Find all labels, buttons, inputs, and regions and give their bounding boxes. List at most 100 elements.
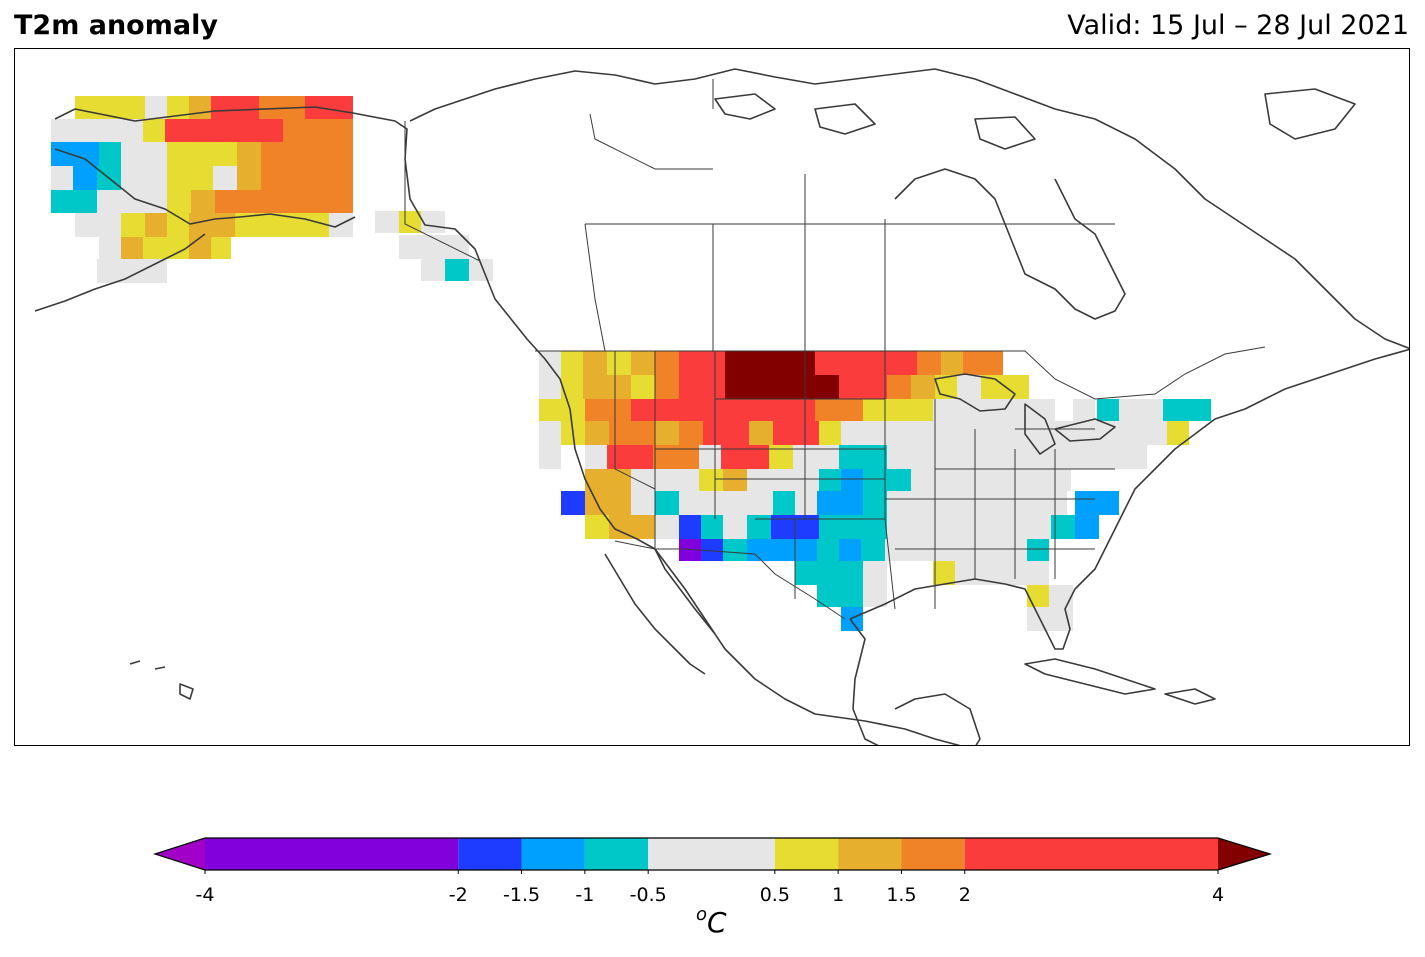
anomaly-cell [305, 96, 353, 119]
anomaly-cell [863, 585, 887, 607]
anomaly-cell [215, 190, 353, 213]
anomaly-cell [469, 259, 493, 281]
anomaly-cell [655, 421, 679, 445]
anomaly-cell [539, 375, 561, 399]
coastline-hudson-bay [894, 168, 1126, 320]
anomaly-cell [237, 166, 261, 190]
anomaly-cell [1073, 399, 1095, 421]
anomaly-cell [583, 375, 631, 399]
anomaly-cell [261, 166, 353, 190]
coastline-yucatan [894, 693, 981, 745]
anomaly-cell [911, 375, 935, 399]
anomaly-cell [561, 375, 583, 399]
anomaly-cell [749, 421, 773, 445]
anomaly-grid-cells [51, 96, 1211, 631]
anomaly-cell [927, 539, 1027, 561]
coastline-alaska-south [54, 148, 356, 228]
anomaly-cell [955, 399, 1055, 421]
anomaly-cell [97, 190, 167, 213]
anomaly-cell [963, 351, 1003, 375]
anomaly-cell [819, 421, 841, 445]
anomaly-cell [145, 213, 167, 237]
anomaly-cell [121, 142, 167, 166]
anomaly-cell [51, 190, 97, 213]
anomaly-cell [237, 142, 261, 166]
anomaly-cell [817, 539, 839, 561]
coastline-arctic [409, 68, 1409, 350]
anomaly-cell [957, 375, 981, 399]
anomaly-cell [375, 211, 399, 233]
hawaii [129, 660, 194, 700]
anomaly-cell [887, 491, 1067, 515]
anomaly-cell [99, 237, 121, 259]
anomaly-cell [143, 119, 165, 142]
anomaly-cell [631, 375, 655, 399]
colorbar-tick-label: 0.5 [759, 884, 790, 906]
colorbar-bin [901, 838, 965, 870]
anomaly-cell [421, 259, 445, 281]
anomaly-cell [887, 515, 1051, 539]
anomaly-cell [863, 469, 887, 491]
anomaly-cell [701, 515, 723, 539]
coastline-gulf-california [654, 548, 716, 635]
anomaly-cell [839, 375, 887, 399]
anomaly-cell [1003, 561, 1049, 585]
arctic-islands [714, 88, 1356, 150]
anomaly-cell [539, 421, 561, 445]
anomaly-cell [911, 469, 1071, 491]
anomaly-cell [725, 375, 771, 399]
alaska-canada-border [404, 121, 481, 262]
anomaly-map [34, 68, 1409, 745]
anomaly-cell [1075, 491, 1119, 515]
anomaly-cell [725, 351, 815, 375]
anomaly-cell [795, 421, 819, 445]
coastlines [34, 68, 1409, 745]
anomaly-cell [861, 539, 885, 561]
colorbar-tick-label: -2 [448, 884, 468, 906]
anomaly-cell [839, 399, 863, 421]
coastline-baja [604, 553, 706, 675]
anomaly-cell [167, 166, 213, 190]
anomaly-cell [773, 421, 795, 445]
colorbar-bin [584, 838, 649, 870]
colorbar-bin [205, 838, 459, 870]
anomaly-cell [51, 166, 73, 190]
anomaly-cell [773, 491, 795, 515]
anomaly-cell [793, 375, 839, 399]
anomaly-cell [167, 213, 189, 237]
anomaly-cell [1027, 585, 1049, 607]
anomaly-cell [143, 237, 189, 259]
anomaly-cell [121, 166, 167, 190]
colorbar-bin [774, 838, 839, 870]
anomaly-cell [211, 237, 231, 259]
anomaly-cell [917, 351, 941, 375]
units-letter: C [707, 906, 727, 939]
anomaly-cell [585, 515, 609, 539]
anomaly-cell [771, 539, 817, 561]
anomaly-cell [679, 491, 773, 515]
anomaly-cell [329, 213, 353, 237]
anomaly-cell [679, 351, 725, 375]
anomaly-cell [887, 469, 911, 491]
anomaly-cell [747, 539, 771, 561]
colorbar-tick-label: 4 [1211, 884, 1225, 906]
anomaly-cell [585, 491, 631, 515]
anomaly-cell [863, 399, 933, 421]
anomaly-cell [607, 445, 653, 469]
anomaly-cell [839, 539, 861, 561]
anomaly-cell [815, 399, 839, 421]
anomaly-cell [887, 445, 947, 469]
anomaly-cell [679, 375, 725, 399]
anomaly-cell [539, 399, 585, 421]
anomaly-cell [75, 213, 121, 237]
anomaly-cell [585, 445, 607, 469]
anomaly-cell [815, 351, 871, 375]
anomaly-cell [631, 399, 655, 421]
anomaly-cell [703, 421, 749, 445]
anomaly-cell [261, 142, 353, 166]
anomaly-cell [817, 585, 863, 607]
coastline-east [1074, 348, 1409, 590]
colorbar-bin [964, 838, 1218, 870]
colorbar-tick-label: -1 [575, 884, 595, 906]
anomaly-cell [167, 96, 189, 119]
